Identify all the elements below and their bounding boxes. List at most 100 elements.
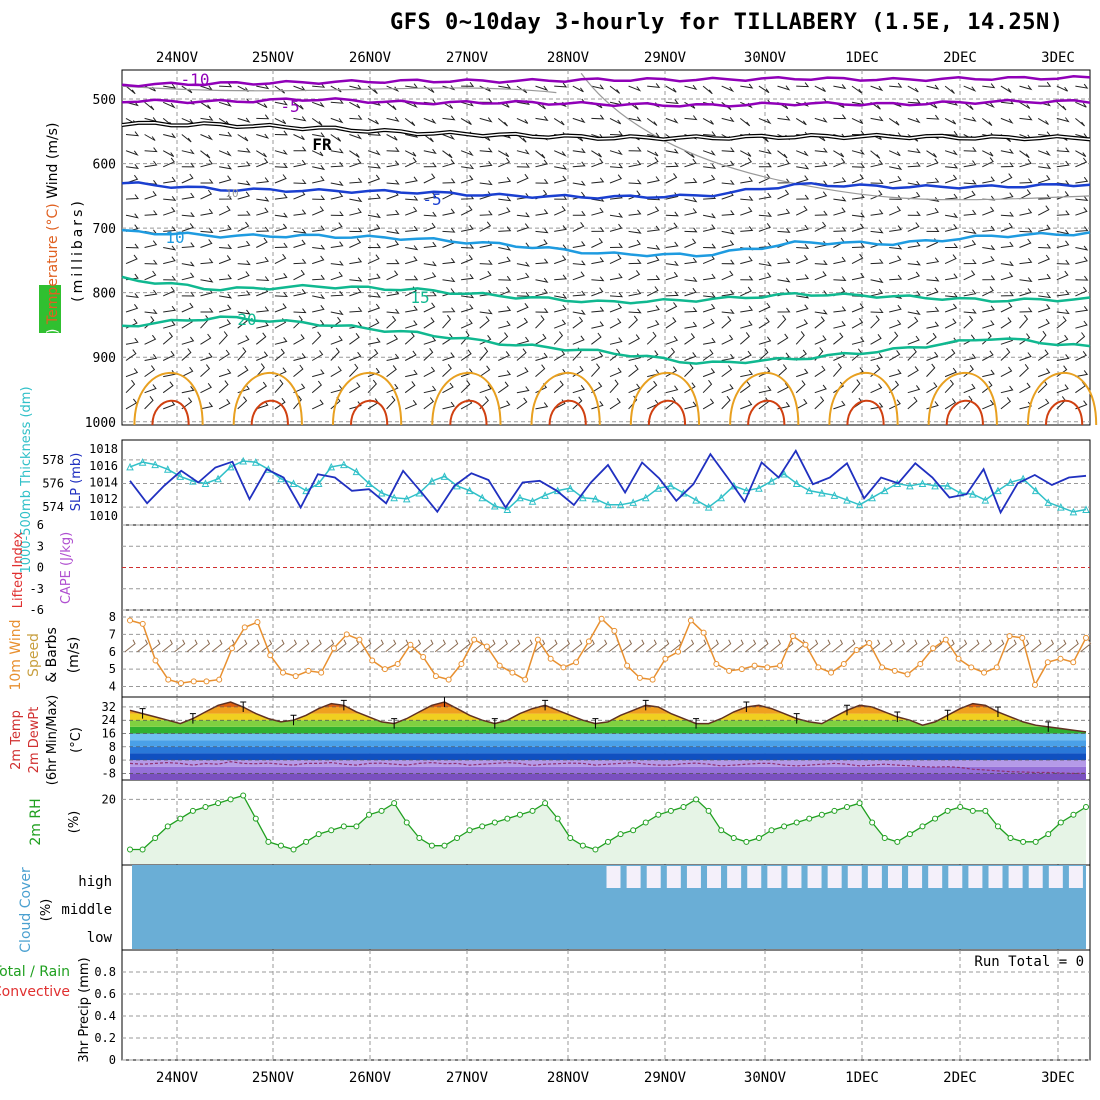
rh-point <box>994 823 1001 830</box>
wind-barb <box>163 256 176 265</box>
wind-barb <box>665 148 679 154</box>
wind-barb <box>1019 227 1033 233</box>
wind-barb <box>833 256 846 265</box>
wind-barb <box>870 278 884 284</box>
wind-barb <box>609 223 623 232</box>
wind-barb <box>274 303 287 313</box>
wind-barb <box>516 291 530 297</box>
thickness-point <box>729 481 738 490</box>
wind-speed-point <box>738 666 745 673</box>
wind-barb <box>181 117 195 125</box>
wind-barb <box>982 320 995 329</box>
wind-speed-point <box>981 669 988 676</box>
date-label-top: 27NOV <box>446 50 489 66</box>
wind-barb <box>851 163 866 168</box>
wind-barb <box>311 350 324 361</box>
wind-barb <box>628 239 641 248</box>
wind-barb <box>851 212 866 218</box>
wind-speed-point <box>381 666 388 673</box>
wind-barb <box>1037 330 1047 345</box>
thickness-point <box>365 479 373 487</box>
wind-barb <box>870 116 884 122</box>
min-max-marker <box>441 696 448 707</box>
surface-wind-barb <box>1005 639 1017 653</box>
rh-point <box>667 807 674 814</box>
wind-barb <box>1000 291 1014 297</box>
cloud-units: (%) <box>39 899 54 922</box>
rh-point <box>202 804 209 811</box>
wind-barb <box>721 334 734 345</box>
wind-barb <box>125 85 136 95</box>
wind-barb <box>963 209 977 216</box>
rh-point <box>932 815 939 822</box>
rh-point <box>1045 831 1052 838</box>
wind-barb <box>982 83 996 89</box>
wind-barb <box>870 402 884 410</box>
wind-barb <box>312 255 325 265</box>
wind-barb <box>758 366 771 378</box>
surface-wind-barb <box>1055 639 1067 653</box>
temp-ylabel-part: 2m Temp <box>9 710 24 770</box>
wind-barb <box>982 157 994 168</box>
wind-barb <box>349 276 363 282</box>
wind-barb <box>889 244 903 250</box>
wind-barb <box>312 274 326 281</box>
wind-barb <box>628 270 641 281</box>
precip-ylabel: 3hr Precip (mm) <box>77 957 92 1062</box>
wind-barb <box>423 211 437 217</box>
surface-wind-barb <box>323 639 335 653</box>
min-max-marker <box>491 718 498 729</box>
wind-barb <box>386 179 400 185</box>
wind-barb <box>795 380 806 394</box>
wind-barb <box>1075 332 1086 345</box>
wind-barb <box>572 148 586 154</box>
panel-frame <box>121 949 1091 1061</box>
wind-barb <box>1075 226 1089 232</box>
cloud-clear-cell <box>1028 866 1043 888</box>
rh-contour <box>747 399 786 426</box>
wind-barb <box>833 114 847 120</box>
wind-barb <box>963 334 976 345</box>
wind-speed-point <box>955 655 962 662</box>
wind-barb <box>274 223 288 232</box>
thickness-point <box>239 456 248 465</box>
wind-barb <box>125 379 136 394</box>
wind-barb <box>330 98 344 104</box>
wind-barb <box>739 332 750 345</box>
li-tick-label: 0 <box>37 561 44 575</box>
wind-barb <box>181 397 193 410</box>
wind-barb <box>721 353 735 361</box>
surface-wind-barb <box>1043 639 1054 653</box>
thickness-point <box>151 460 159 469</box>
wind-barb <box>423 117 437 125</box>
wind-barb <box>125 254 138 265</box>
wind-barb <box>833 226 847 232</box>
wind-speed-point <box>1032 681 1039 688</box>
wind-barb <box>293 364 304 377</box>
wind-barb <box>609 292 624 298</box>
wind-barb <box>460 175 474 184</box>
wind-barb <box>460 150 474 157</box>
wind-barb <box>255 332 267 345</box>
thickness-point <box>755 484 763 492</box>
wind-barb <box>963 101 974 110</box>
wind-barb <box>237 161 251 168</box>
wind-barb <box>237 347 247 361</box>
wind-barb <box>237 309 251 315</box>
wind-barb <box>274 163 288 168</box>
wind-barb <box>386 383 399 394</box>
surface-wind-barb <box>1067 639 1079 653</box>
wind-barb <box>349 351 362 361</box>
wind-barb <box>814 384 827 394</box>
wind-barb <box>181 302 194 313</box>
rh-point <box>189 807 196 814</box>
min-max-marker <box>693 718 700 729</box>
wind-barb <box>777 364 788 377</box>
rh-point <box>127 846 133 853</box>
thickness-point <box>717 493 726 502</box>
wind-barb <box>404 150 417 157</box>
cloud-clear-cell <box>1068 866 1083 888</box>
wind-barb <box>144 316 155 329</box>
wind-barb <box>795 331 805 345</box>
wind-barb <box>907 385 921 394</box>
